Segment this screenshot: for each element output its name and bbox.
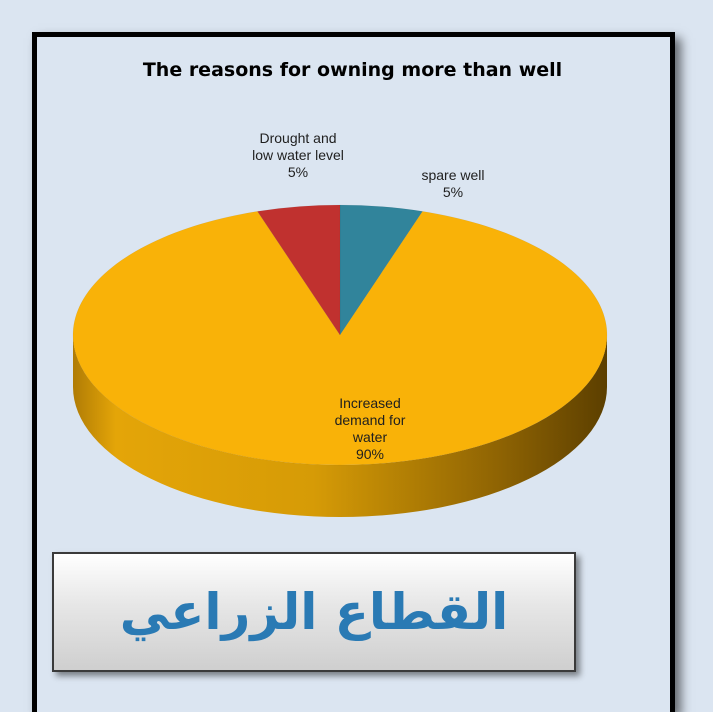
pie-slice-increased-demand-for-water bbox=[72, 211, 608, 466]
slice-label-spare-well: spare well 5% bbox=[421, 167, 485, 200]
sector-label: القطاع الزراعي bbox=[119, 583, 509, 641]
chart-title: The reasons for owning more than well bbox=[142, 59, 563, 81]
sector-label-box: القطاع الزراعي bbox=[52, 552, 576, 672]
pie-slice-drought-and-low-water-level bbox=[257, 204, 341, 336]
slice-label-increased-demand: Increased demand for water 90% bbox=[334, 395, 406, 462]
pie-slice-spare-well bbox=[339, 204, 423, 336]
pie-chart bbox=[72, 204, 608, 517]
pie-side-wall bbox=[73, 335, 607, 517]
slice-label-drought: Drought and low water level 5% bbox=[252, 130, 344, 180]
